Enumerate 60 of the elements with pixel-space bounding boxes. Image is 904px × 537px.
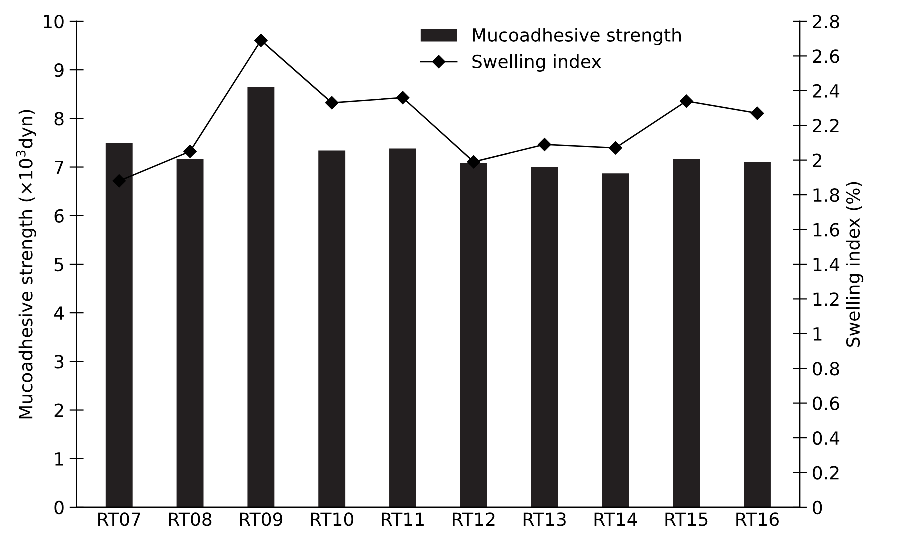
y2-tick-label: 0.8	[813, 362, 840, 376]
point	[680, 94, 694, 108]
x-tick-label: RT16	[736, 512, 779, 526]
y-tick-label: 9	[54, 64, 64, 78]
point	[609, 142, 622, 155]
point	[396, 91, 410, 104]
point	[467, 155, 480, 169]
y-axis-title: Mucoadhesive strength (×10$^{3}$dyn)	[16, 110, 36, 419]
x-tick-label: RT12	[453, 512, 495, 526]
x-tick-label: RT15	[666, 512, 708, 526]
x-tick-label: RT07	[98, 512, 140, 526]
bar	[106, 142, 133, 508]
bar	[460, 163, 488, 508]
bar	[248, 87, 275, 508]
x-tick-label: RT10	[311, 512, 354, 526]
y2-tick-label: 0.2	[813, 466, 839, 480]
y2-tick-label: 1.8	[814, 188, 840, 202]
legend-label: Mucoadhesive strength	[473, 28, 682, 46]
bar	[390, 148, 416, 508]
y2-tick-label: 0	[813, 500, 822, 515]
x-tick-label: RT08	[169, 512, 212, 526]
bar	[531, 167, 558, 508]
y-tick-label: 3	[54, 355, 64, 369]
y2-tick-label: 2.2	[813, 119, 839, 132]
y2-tick-label: 0.4	[813, 432, 840, 446]
y-tick-label: 6	[54, 209, 64, 223]
y-tick-label: 4	[54, 306, 64, 320]
legend-label: Swelling index	[472, 54, 602, 72]
bar	[176, 159, 204, 508]
bar	[673, 159, 700, 508]
y2-tick-label: 0.6	[813, 396, 840, 410]
point	[750, 106, 764, 120]
point	[112, 174, 126, 188]
y2-tick-label: 2.8	[813, 14, 840, 29]
y2-tick-label: 2.4	[813, 84, 840, 98]
bar	[744, 162, 771, 508]
x-tick-label: RT11	[382, 512, 424, 526]
y2-axis-title: Swelling index (%)	[846, 182, 864, 347]
y-tick-label: 2	[54, 404, 64, 418]
x-tick-label: RT09	[240, 512, 283, 526]
point	[254, 34, 268, 48]
y-tick-label: 8	[54, 112, 64, 126]
y2-tick-label: 1.2	[814, 292, 839, 306]
bar	[318, 150, 346, 508]
point	[538, 138, 552, 152]
x-tick-label: RT13	[524, 512, 566, 526]
y2-tick-label: 2	[813, 154, 822, 168]
y2-tick-label: 1.4	[814, 258, 840, 272]
y-tick-label: 0	[54, 500, 64, 515]
y2-tick-label: 2.6	[813, 50, 840, 64]
y2-tick-label: 1	[814, 328, 822, 341]
y-tick-label: 7	[55, 160, 64, 174]
y-tick-label: 1	[56, 452, 64, 466]
y-tick-label: 10	[44, 14, 64, 29]
y2-tick-label: 1.6	[814, 223, 840, 237]
x-tick-label: RT14	[594, 512, 638, 526]
y-tick-label: 5	[54, 258, 64, 272]
bar	[602, 174, 630, 508]
point	[184, 145, 197, 158]
point	[326, 96, 339, 110]
